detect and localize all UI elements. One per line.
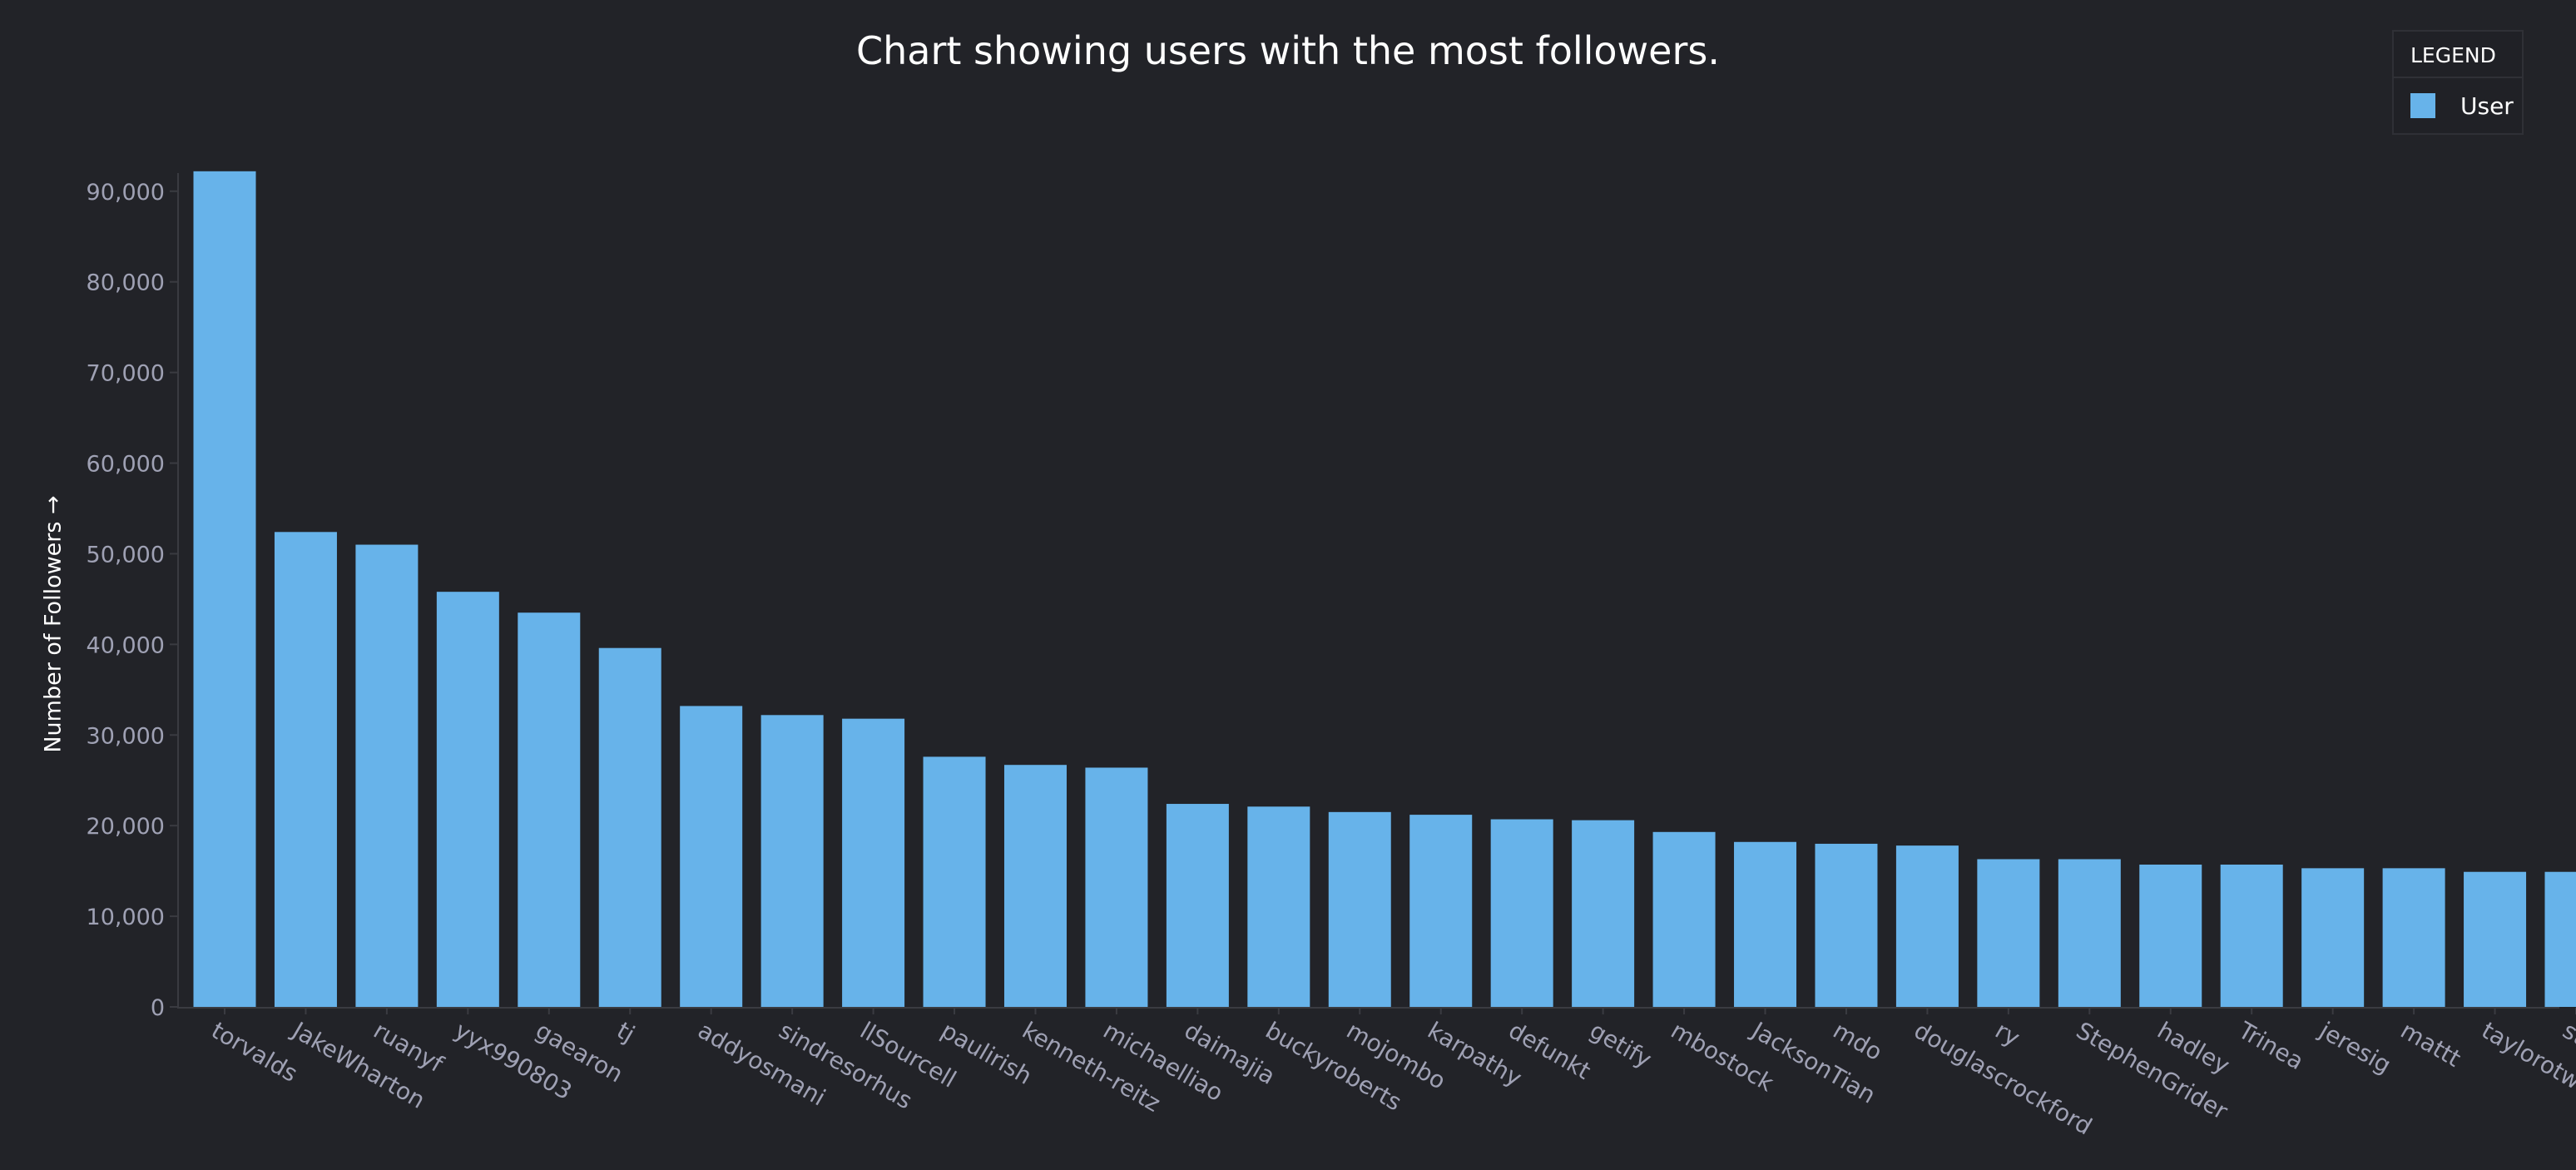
y-tick-label: 20,000 bbox=[87, 814, 165, 840]
bar-torvalds bbox=[193, 171, 256, 1008]
y-tick-label: 10,000 bbox=[87, 905, 165, 930]
bar-daimajia bbox=[1166, 804, 1229, 1007]
bar-stormz bbox=[2544, 871, 2576, 1007]
bar-ruanyf bbox=[355, 544, 419, 1007]
y-tick-label: 0 bbox=[151, 995, 165, 1021]
bar-michaelliao bbox=[1085, 767, 1148, 1007]
x-tick-label: Trinea bbox=[2233, 1016, 2308, 1075]
bar-sindresorhus bbox=[760, 715, 824, 1007]
bar-mattt bbox=[2382, 868, 2445, 1007]
bar-yyx990803 bbox=[436, 592, 499, 1007]
y-tick-label: 90,000 bbox=[87, 180, 165, 206]
bar-JacksonTian bbox=[1734, 841, 1797, 1007]
chart-title: Chart showing users with the most follow… bbox=[856, 28, 1720, 73]
bar-buckyroberts bbox=[1247, 806, 1310, 1007]
x-tick-label: mdo bbox=[1828, 1016, 1886, 1066]
x-tick-label: torvalds bbox=[207, 1016, 303, 1087]
bar-llSourcell bbox=[842, 718, 905, 1007]
y-tick-label: 70,000 bbox=[87, 361, 165, 387]
legend-title: LEGEND bbox=[2394, 32, 2522, 78]
x-tick-label: mattt bbox=[2396, 1016, 2466, 1072]
bar-Trinea bbox=[2220, 865, 2283, 1007]
bar-karpathy bbox=[1409, 815, 1473, 1007]
bar-kenneth-reitz bbox=[1003, 765, 1067, 1007]
legend-label: User bbox=[2460, 92, 2514, 120]
x-tick-label: jeresig bbox=[2314, 1016, 2395, 1079]
x-tick-label: getify bbox=[1585, 1016, 1657, 1073]
y-tick-label: 80,000 bbox=[87, 270, 165, 296]
x-tick-label: buckyroberts bbox=[1261, 1016, 1406, 1116]
bar-gaearon bbox=[518, 612, 581, 1007]
bar-StephenGrider bbox=[2058, 859, 2121, 1007]
bar-ry bbox=[1977, 859, 2040, 1007]
bar-paulirish bbox=[923, 756, 986, 1007]
bar-defunkt bbox=[1490, 819, 1553, 1007]
legend-swatch bbox=[2410, 93, 2435, 118]
bar-mdo bbox=[1815, 843, 1878, 1007]
y-tick-label: 60,000 bbox=[87, 452, 165, 478]
y-tick-label: 30,000 bbox=[87, 723, 165, 749]
bar-hadley bbox=[2139, 865, 2202, 1007]
legend: LEGEND User bbox=[2392, 30, 2524, 135]
y-tick-label: 50,000 bbox=[87, 542, 165, 568]
bar-JakeWharton bbox=[274, 532, 337, 1007]
x-tick-label: tj bbox=[612, 1016, 640, 1048]
bar-tj bbox=[598, 647, 661, 1007]
x-tick-label: ry bbox=[1990, 1016, 2024, 1052]
bar-douglascrockford bbox=[1895, 845, 1959, 1007]
bar-mbostock bbox=[1652, 831, 1716, 1007]
x-tick-label: kenneth-reitz bbox=[1018, 1016, 1165, 1117]
bar-getify bbox=[1572, 820, 1635, 1007]
bar-mojombo bbox=[1328, 811, 1391, 1007]
x-tick-label: taylorotwell bbox=[2477, 1016, 2576, 1108]
bar-jeresig bbox=[2301, 868, 2365, 1007]
bar-addyosmani bbox=[680, 706, 743, 1007]
y-tick-label: 40,000 bbox=[87, 632, 165, 658]
bar-taylorotwell bbox=[2464, 871, 2527, 1007]
legend-entry-user[interactable]: User bbox=[2394, 78, 2522, 133]
